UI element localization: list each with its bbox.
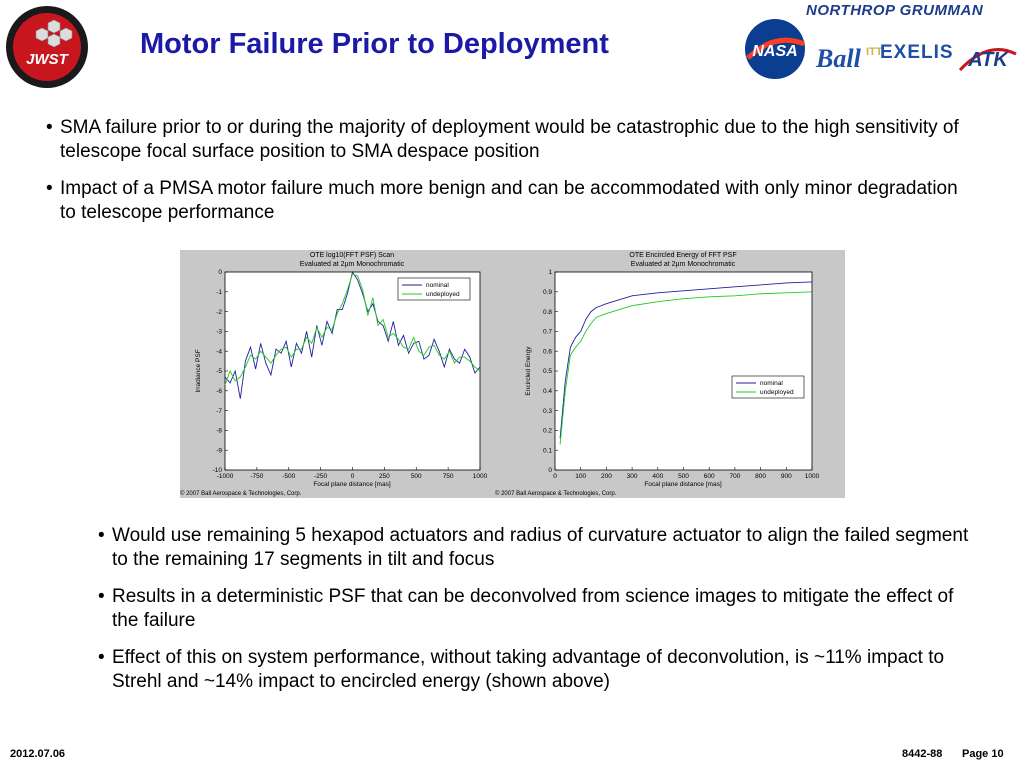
itt-logo: ITT — [866, 46, 883, 58]
chart-figure: OTE log10(FFT PSF) Scan Evaluated at 2µm … — [180, 250, 845, 498]
chart1-series-nominal — [224, 270, 481, 399]
chart2-y-tick-label: 0.8 — [543, 309, 552, 316]
bullet-marker: • — [46, 178, 53, 199]
chart1-x-tick-label: -250 — [314, 473, 327, 480]
chart2-x-tick-label: 200 — [601, 473, 612, 480]
chart2-x-tick-label: 500 — [678, 473, 689, 480]
chart2-y-tick-label: 0.5 — [543, 368, 552, 375]
jwst-logo: JWST — [6, 6, 88, 88]
chart1-y-tick-label: -3 — [216, 329, 222, 336]
bullet-marker: • — [98, 647, 105, 668]
bullet-text: Impact of a PMSA motor failure much more… — [60, 178, 958, 223]
chart1-legend-label-undeployed: undeployed — [426, 291, 460, 298]
chart1-copyright: © 2007 Ball Aerospace & Technologies, Co… — [180, 490, 302, 497]
bullet-text: Effect of this on system performance, wi… — [112, 647, 945, 692]
chart2-y-tick-label: 0.3 — [543, 408, 552, 415]
bullet-marker: • — [98, 525, 105, 546]
chart1-subtitle: Evaluated at 2µm Monochromatic — [300, 261, 405, 268]
chart2-x-tick-label: 400 — [652, 473, 663, 480]
nasa-logo: NASA — [745, 19, 805, 79]
chart2-y-tick-label: 0.9 — [543, 289, 552, 296]
chart2-copyright: © 2007 Ball Aerospace & Technologies, Co… — [495, 490, 617, 497]
chart2-title: OTE Encircled Energy of FFT PSF — [629, 252, 736, 259]
chart1-y-tick-label: -10 — [213, 467, 223, 474]
bullet-list-top: • SMA failure prior to or during the majo… — [46, 116, 976, 238]
chart2-series-undeployed — [559, 291, 813, 445]
chart2-y-tick-label: 0.2 — [543, 428, 552, 435]
chart1-y-tick-label: -6 — [216, 388, 222, 395]
chart1-y-tick-label: -9 — [216, 447, 222, 454]
footer-date: 2012.07.06 — [10, 748, 66, 760]
chart2-x-tick-label: 300 — [627, 473, 638, 480]
chart2-x-tick-label: 700 — [729, 473, 740, 480]
chart1-y-tick-label: -8 — [216, 428, 222, 435]
chart2-legend-label-undeployed: undeployed — [760, 389, 794, 396]
northrop-grumman-logo: NORTHROP GRUMMAN — [806, 2, 984, 19]
chart1-y-axis-label: Irradiance PSF — [195, 349, 202, 392]
chart1-x-tick-label: 250 — [379, 473, 390, 480]
chart1-title: OTE log10(FFT PSF) Scan — [310, 252, 394, 259]
chart1-x-tick-label: -1000 — [217, 473, 234, 480]
chart1-legend-label-nominal: nominal — [426, 282, 449, 289]
chart1-y-tick-label: -2 — [216, 309, 222, 316]
chart2-subtitle: Evaluated at 2µm Monochromatic — [631, 261, 736, 268]
chart1-y-tick-label: 0 — [218, 269, 222, 276]
atk-logo: ATK — [958, 48, 1017, 72]
chart1-y-tick-label: -4 — [216, 348, 222, 355]
jwst-logo-text: JWST — [26, 51, 70, 68]
chart2-y-tick-label: 0 — [548, 467, 552, 474]
chart2-y-tick-label: 0.7 — [543, 329, 552, 336]
page-title: Motor Failure Prior to Deployment — [140, 28, 609, 60]
charts-svg: OTE log10(FFT PSF) Scan Evaluated at 2µm … — [180, 252, 820, 497]
bullet-text: Would use remaining 5 hexapod actuators … — [112, 525, 969, 570]
bullet-item: • SMA failure prior to or during the majo… — [46, 116, 976, 164]
chart2-series-nominal — [559, 281, 813, 439]
footer-page-number: Page 10 — [962, 748, 1004, 760]
bullet-text: Results in a deterministic PSF that can … — [112, 586, 954, 631]
bullet-marker: • — [46, 117, 53, 138]
bullet-item: • Effect of this on system performance, w… — [98, 646, 978, 694]
bullet-marker: • — [98, 586, 105, 607]
chart1-x-tick-label: 1000 — [473, 473, 488, 480]
chart1-y-tick-label: -7 — [216, 408, 222, 415]
chart1-x-tick-label: 0 — [351, 473, 355, 480]
chart1-y-tick-label: -1 — [216, 289, 222, 296]
nasa-logo-text: NASA — [752, 43, 797, 60]
chart1-x-tick-label: -750 — [250, 473, 263, 480]
chart2-x-tick-label: 100 — [575, 473, 586, 480]
chart1-series-undeployed — [224, 273, 481, 386]
chart2-y-axis-label: Encircled Energy — [525, 346, 532, 396]
exelis-logo: EXELIS — [880, 42, 954, 63]
chart2-y-tick-label: 1 — [548, 269, 552, 276]
chart1-x-axis-label: Focal plane distance [mas] — [313, 481, 391, 488]
chart1-x-tick-label: 750 — [443, 473, 454, 480]
chart2-x-tick-label: 600 — [704, 473, 715, 480]
chart2-y-tick-label: 0.1 — [543, 447, 552, 454]
chart2-x-tick-label: 0 — [553, 473, 557, 480]
chart2-y-tick-label: 0.6 — [543, 348, 552, 355]
atk-logo-text: ATK — [967, 49, 1009, 71]
ball-logo: Ball — [816, 44, 861, 73]
bullet-item: • Results in a deterministic PSF that can… — [98, 585, 978, 633]
chart1-x-tick-label: 500 — [411, 473, 422, 480]
chart2-x-axis-label: Focal plane distance [mas] — [644, 481, 722, 488]
chart2-y-tick-label: 0.4 — [543, 388, 552, 395]
bullet-item: • Impact of a PMSA motor failure much mor… — [46, 177, 976, 225]
chart2-x-tick-label: 900 — [781, 473, 792, 480]
chart1-plot-area — [224, 271, 481, 471]
bullet-text: SMA failure prior to or during the major… — [60, 117, 959, 162]
chart2-legend-label-nominal: nominal — [760, 380, 783, 387]
chart2-x-tick-label: 1000 — [805, 473, 820, 480]
chart1-y-tick-label: -5 — [216, 368, 222, 375]
bullet-item: • Would use remaining 5 hexapod actuators… — [98, 524, 978, 572]
chart1-x-tick-label: -500 — [282, 473, 295, 480]
chart2-plot-area — [554, 271, 813, 471]
chart2-x-tick-label: 800 — [755, 473, 766, 480]
bullet-list-bottom: • Would use remaining 5 hexapod actuators… — [98, 524, 978, 707]
footer-doc-number: 8442-88 — [902, 748, 943, 760]
